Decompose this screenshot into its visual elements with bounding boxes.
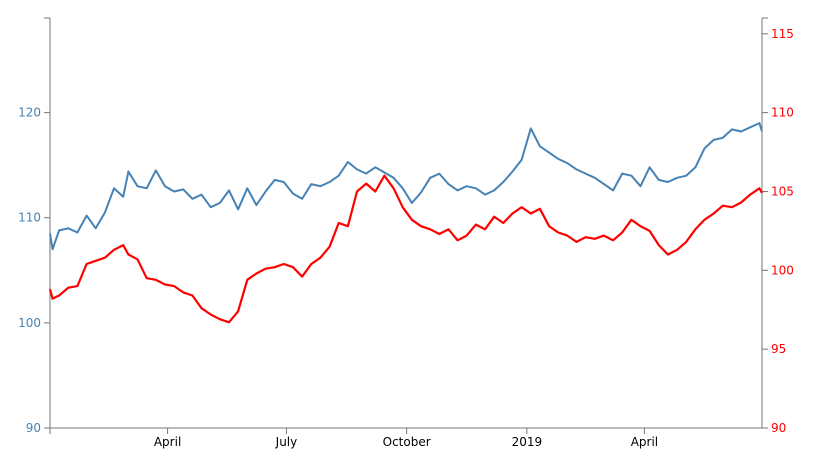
right-tick-label: 105 [771,184,794,198]
x-tick-label: April [631,435,658,449]
left-tick-label: 110 [18,211,41,225]
right-tick-label: 100 [771,263,794,277]
x-tick-label: 2019 [512,435,543,449]
left-tick-label: 100 [18,316,41,330]
x-tick-label: April [154,435,181,449]
left-tick-label: 90 [26,421,41,435]
series-layer [48,122,763,324]
right-tick-label: 95 [771,342,786,356]
right-tick-label: 110 [771,106,794,120]
x-tick-label: July [275,435,298,449]
x-tick-label: October [383,435,431,449]
right-tick-label: 90 [771,421,786,435]
right-tick-label: 115 [771,27,794,41]
series-line-left-axis [49,122,763,251]
left-y-axis: 90 100 110 120 [18,17,51,435]
x-axis: April July October 2019 April [49,427,762,449]
left-tick-label: 120 [18,106,41,120]
right-y-axis: 90 95 100 105 110 115 [761,17,794,435]
series-line-right-axis [48,174,763,324]
